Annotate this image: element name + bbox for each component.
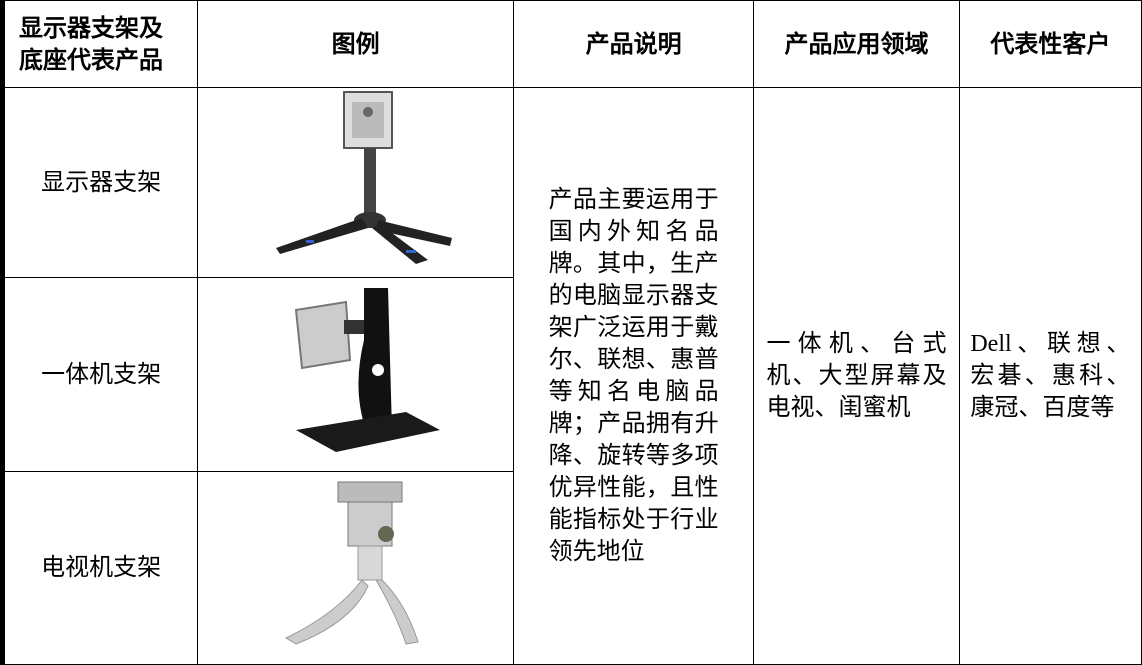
application-cell: 一体机、台式机、大型屏幕及电视、闺蜜机 bbox=[753, 87, 960, 665]
description-cell: 产品主要运用于国内外知名品牌。其中，生产的电脑显示器支架广泛运用于戴尔、联想、惠… bbox=[512, 87, 755, 665]
product-name: 一体机支架 bbox=[1, 277, 199, 472]
header-row: 显示器支架及底座代表产品 图例 产品说明 产品应用领域 代表性客户 bbox=[1, 0, 1142, 88]
description-text: 产品主要运用于国内外知名品牌。其中，生产的电脑显示器支架广泛运用于戴尔、联想、惠… bbox=[548, 187, 719, 565]
application-text: 一体机、台式机、大型屏幕及电视、闺蜜机 bbox=[766, 331, 947, 421]
header-cell: 显示器支架及底座代表产品 bbox=[1, 0, 199, 88]
customers-cell: Dell、联想、宏碁、惠科、康冠、百度等 bbox=[958, 87, 1142, 665]
header-text: 显示器支架及底座代表产品 bbox=[19, 14, 163, 74]
row: 电视机支架 bbox=[1, 471, 1142, 665]
customers-text: Dell、联想、宏碁、惠科、康冠、百度等 bbox=[970, 331, 1131, 421]
product-name: 显示器支架 bbox=[1, 87, 199, 278]
image-cell bbox=[197, 87, 514, 278]
image-cell bbox=[197, 277, 514, 472]
tv-stand-image bbox=[284, 481, 419, 645]
header-cell: 产品应用领域 bbox=[753, 0, 960, 88]
monitor-stand-image bbox=[275, 91, 452, 264]
header-cell: 图例 bbox=[197, 0, 514, 88]
row: 一体机支架 bbox=[1, 277, 1142, 472]
product-name: 电视机支架 bbox=[1, 471, 199, 665]
header-cell: 代表性客户 bbox=[958, 0, 1142, 88]
image-cell bbox=[197, 471, 514, 665]
row: 显示器支架 产品主要运用于国内外知名品牌。其中，生产的电脑显示器支架广泛运用于戴… bbox=[1, 87, 1142, 665]
aio-stand-image bbox=[294, 288, 440, 452]
header-cell: 产品说明 bbox=[512, 0, 755, 88]
